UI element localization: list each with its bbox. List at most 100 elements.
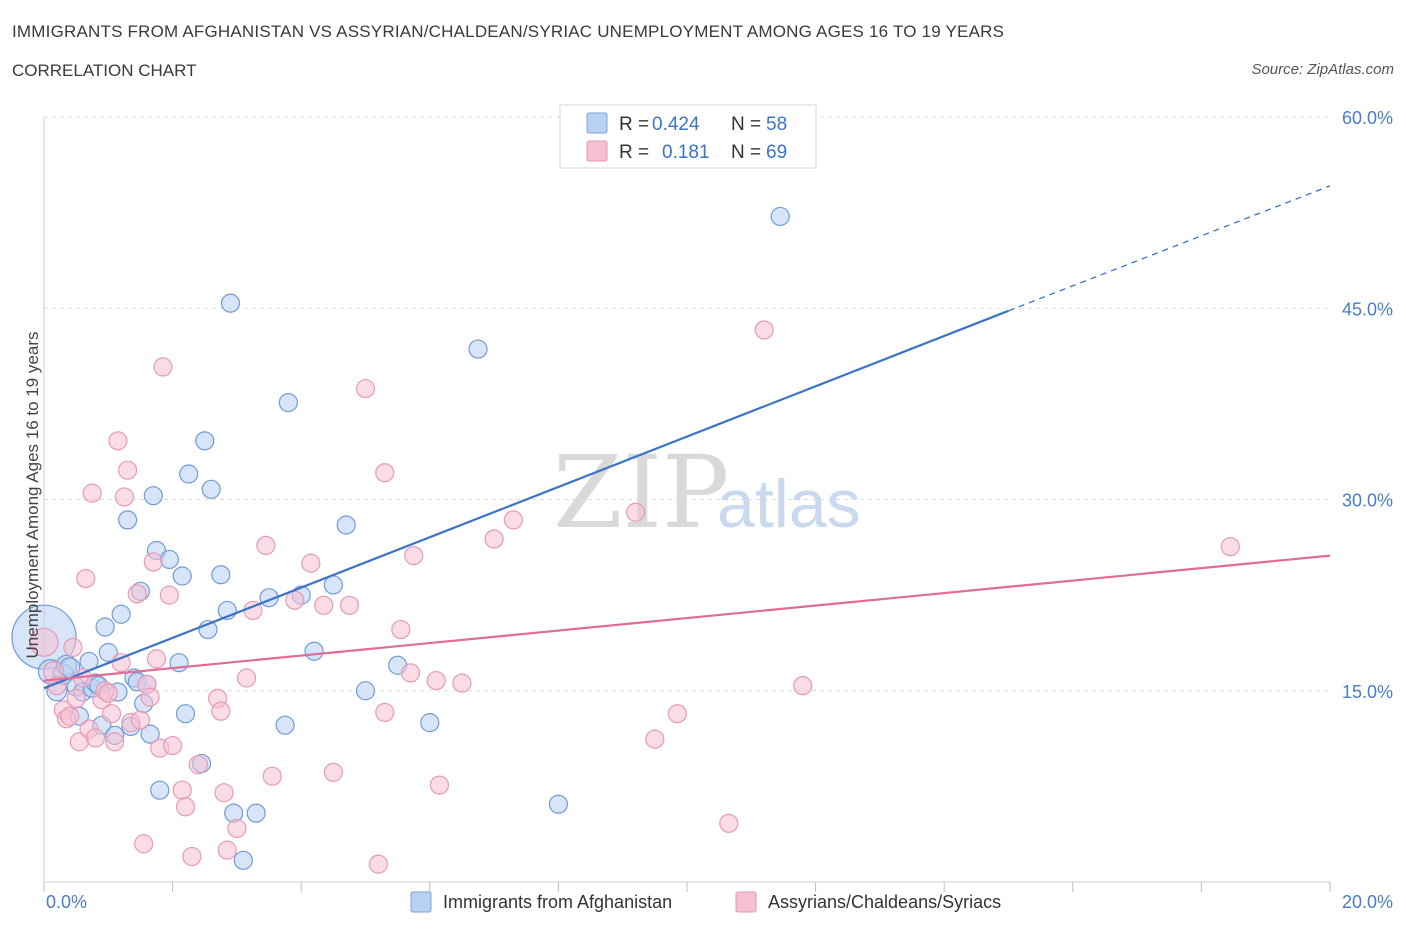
- watermark: ZIP atlas: [553, 434, 861, 551]
- trend-line-assyrian: [43, 554, 1331, 682]
- point-assyrian: [404, 545, 424, 566]
- y-tick-label: 60.0%: [1342, 108, 1393, 128]
- point-assyrian: [285, 590, 305, 610]
- point-assyrian: [101, 704, 122, 724]
- point-assyrian: [314, 595, 334, 615]
- point-afghanistan: [233, 850, 253, 870]
- point-assyrian: [188, 755, 208, 775]
- point-assyrian: [153, 357, 173, 377]
- point-afghanistan: [143, 486, 163, 506]
- y-tick-label: 45.0%: [1342, 299, 1393, 319]
- legend-r-value-2: 0.181: [662, 142, 710, 163]
- point-afghanistan: [179, 464, 199, 484]
- x-tick-label: 20.0%: [1342, 892, 1393, 912]
- point-assyrian: [452, 673, 472, 693]
- point-afghanistan: [420, 713, 440, 733]
- point-assyrian: [117, 460, 138, 480]
- point-assyrian: [301, 553, 321, 573]
- point-assyrian: [163, 735, 183, 756]
- point-assyrian: [227, 818, 247, 839]
- point-afghanistan: [95, 617, 115, 637]
- point-assyrian: [214, 783, 234, 803]
- chart-title: IMMIGRANTS FROM AFGHANISTAN VS ASSYRIAN/…: [12, 22, 1005, 41]
- point-assyrian: [400, 663, 421, 683]
- point-afghanistan: [150, 780, 170, 800]
- point-afghanistan: [140, 724, 160, 744]
- point-assyrian: [625, 502, 646, 522]
- point-assyrian: [793, 676, 813, 696]
- point-afghanistan: [275, 715, 295, 735]
- watermark-atlas: atlas: [717, 466, 861, 542]
- point-assyrian: [127, 584, 147, 604]
- point-assyrian: [368, 854, 388, 874]
- point-afghanistan: [172, 566, 192, 586]
- legend-n-value-2: 69: [766, 142, 787, 163]
- point-afghanistan: [211, 565, 231, 585]
- y-tick-label: 15.0%: [1342, 682, 1393, 702]
- point-assyrian: [175, 797, 196, 817]
- data-points: [11, 206, 1240, 874]
- series-legend-label-pink: Assyrians/Chaldeans/Syriacs: [768, 892, 1001, 912]
- point-assyrian: [1220, 537, 1240, 557]
- legend-r-label-2: R =: [619, 142, 649, 163]
- series-legend-label-blue: Immigrants from Afghanistan: [443, 892, 672, 912]
- point-assyrian: [667, 704, 687, 724]
- trend-line-afghanistan: [43, 309, 1009, 690]
- point-assyrian: [146, 649, 167, 669]
- point-assyrian: [429, 775, 450, 795]
- legend-n-label-1: N =: [731, 114, 761, 135]
- y-axis-label: Unemployment Among Ages 16 to 19 years: [23, 332, 42, 659]
- point-afghanistan: [246, 803, 266, 823]
- watermark-zip: ZIP: [553, 434, 729, 551]
- series-legend-swatch-blue: [410, 891, 432, 913]
- point-afghanistan: [548, 794, 569, 814]
- point-afghanistan: [336, 515, 356, 535]
- trend-lines: [43, 185, 1331, 690]
- point-assyrian: [339, 595, 360, 615]
- point-assyrian: [134, 834, 154, 854]
- point-assyrian: [98, 683, 118, 703]
- point-assyrian: [719, 813, 739, 833]
- point-assyrian: [256, 535, 276, 556]
- point-assyrian: [140, 687, 160, 707]
- point-assyrian: [323, 762, 343, 782]
- y-tick-label: 30.0%: [1342, 491, 1393, 511]
- point-assyrian: [236, 668, 257, 688]
- point-assyrian: [375, 702, 395, 723]
- point-assyrian: [391, 619, 411, 640]
- series-legend: Immigrants from Afghanistan Assyrians/Ch…: [410, 891, 1001, 913]
- legend-r-value-1: 0.424: [652, 114, 700, 135]
- trend-line-afghanistan-extension: [1008, 185, 1331, 312]
- point-afghanistan: [98, 642, 118, 663]
- point-afghanistan: [468, 339, 488, 359]
- source-label: Source: ZipAtlas.com: [1251, 61, 1394, 78]
- point-afghanistan: [117, 510, 138, 530]
- point-afghanistan: [195, 431, 215, 451]
- point-assyrian: [645, 729, 665, 749]
- gridlines: [44, 116, 1330, 692]
- point-afghanistan: [355, 681, 376, 701]
- legend-r-label-1: R =: [619, 114, 649, 135]
- point-assyrian: [182, 846, 202, 867]
- series-legend-swatch-pink: [735, 891, 757, 913]
- chart-subtitle: CORRELATION CHART: [12, 61, 197, 80]
- point-assyrian: [130, 710, 151, 730]
- point-afghanistan: [111, 604, 131, 624]
- legend-swatch-blue: [586, 112, 608, 134]
- point-afghanistan: [201, 479, 221, 499]
- x-tick-label: 0.0%: [46, 892, 87, 912]
- point-assyrian: [426, 670, 446, 691]
- point-afghanistan: [770, 206, 790, 227]
- point-assyrian: [105, 732, 125, 752]
- point-assyrian: [60, 706, 80, 726]
- point-assyrian: [172, 780, 192, 800]
- point-assyrian: [29, 627, 59, 657]
- point-assyrian: [375, 463, 395, 483]
- point-assyrian: [76, 568, 96, 589]
- point-assyrian: [143, 552, 163, 572]
- point-assyrian: [159, 585, 179, 605]
- point-afghanistan: [304, 641, 324, 661]
- axes: [43, 117, 1331, 892]
- tick-labels: 15.0% 30.0% 45.0% 60.0% 0.0% 20.0%: [46, 108, 1393, 912]
